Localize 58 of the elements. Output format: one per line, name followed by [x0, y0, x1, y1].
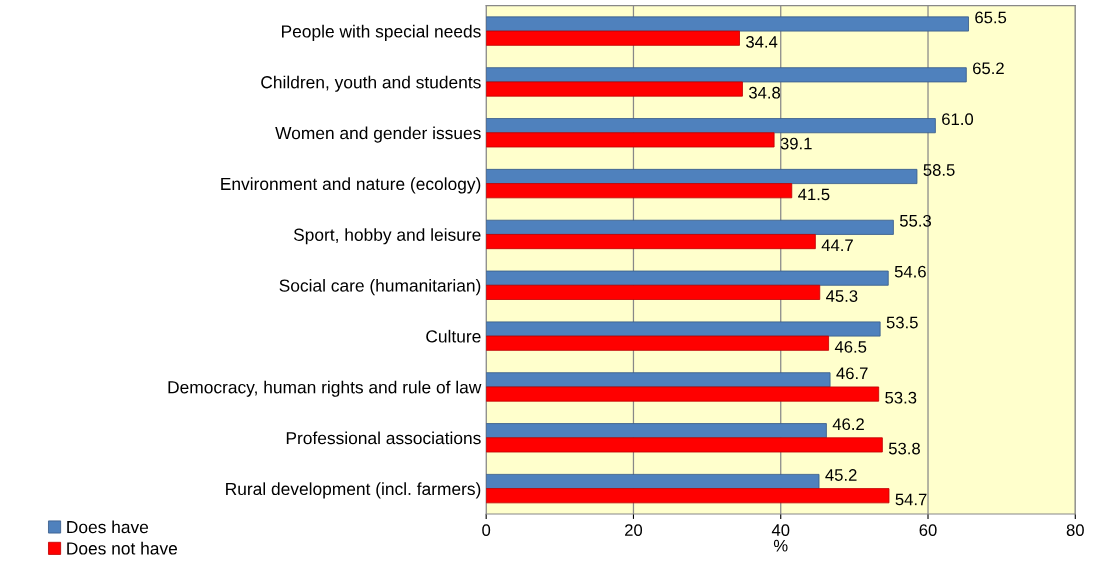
bar [486, 183, 793, 199]
y-tick-label: Women and gender issues [275, 126, 481, 143]
bar [486, 423, 827, 439]
bar [486, 473, 820, 490]
bar [486, 219, 894, 235]
data-label: 46.7 [836, 367, 868, 380]
data-label: 65.5 [975, 11, 1007, 24]
bar [486, 437, 883, 453]
y-tick-label: People with special needs [282, 24, 481, 41]
bar [486, 30, 740, 46]
data-label: 34.8 [748, 86, 781, 99]
data-label: 34.4 [746, 35, 778, 48]
bar [486, 386, 880, 402]
bar [486, 81, 743, 97]
data-label: 44.7 [821, 239, 853, 251]
data-label: 55.3 [899, 214, 931, 227]
bar [486, 16, 969, 32]
y-tick-label: Professional associations [286, 431, 481, 445]
x-axis-title: % [773, 539, 788, 552]
legend-label: Does not have [67, 541, 178, 555]
bar [486, 488, 890, 504]
data-label: 46.2 [832, 418, 864, 431]
bar [486, 118, 936, 134]
bar [486, 335, 830, 351]
data-label: 45.3 [826, 290, 858, 302]
bar [486, 168, 918, 185]
x-tick-label: 80 [1066, 524, 1084, 536]
bar [486, 284, 821, 300]
data-label: 54.7 [895, 493, 927, 506]
bar [486, 67, 967, 83]
data-label: 61.0 [942, 113, 974, 126]
y-tick-label: Sport, hobby and leisure [293, 228, 481, 245]
data-label: 39.1 [780, 137, 812, 150]
y-tick-label: Culture [426, 329, 481, 343]
data-label: 53.5 [886, 316, 918, 329]
data-label: 41.5 [798, 188, 830, 201]
y-tick-label: Democracy, human rights and rule of law [168, 380, 482, 397]
x-tick-label: 40 [771, 524, 790, 536]
bar [486, 321, 881, 337]
y-tick-label: Environment and nature (ecology) [221, 177, 481, 194]
x-tick-label: 60 [919, 524, 937, 536]
y-tick-label: Children, youth and students [261, 75, 481, 92]
bar [486, 372, 831, 388]
data-label: 65.2 [973, 62, 1004, 75]
data-label: 58.5 [923, 164, 955, 176]
legend-label: Does have [67, 520, 149, 534]
data-label: 54.6 [894, 265, 926, 278]
data-label: 46.5 [834, 340, 867, 353]
bar [486, 132, 775, 148]
data-label: 45.2 [825, 469, 857, 481]
data-label: 53.8 [888, 442, 920, 455]
y-tick-label: Social care (humanitarian) [279, 278, 481, 296]
data-label: 53.3 [885, 391, 917, 404]
bar [486, 270, 889, 286]
y-tick-label: Rural development (incl. farmers) [226, 482, 481, 499]
x-tick-label: 0 [482, 524, 491, 536]
bar [486, 234, 816, 250]
x-tick-label: 20 [625, 524, 643, 536]
